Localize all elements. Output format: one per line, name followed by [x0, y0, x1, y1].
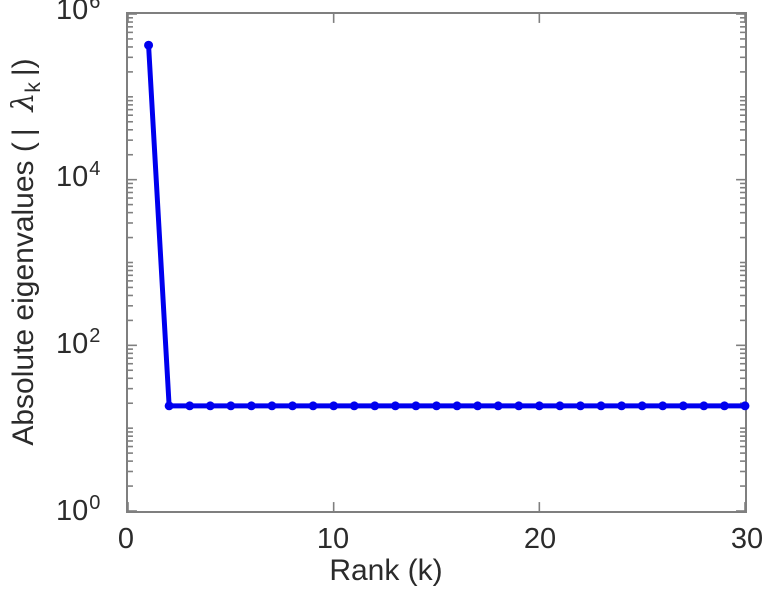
y-tick-label-10e4: 104 [56, 158, 101, 193]
data-point-k24 [617, 401, 627, 411]
y-tick-label-10e6: 106 [56, 0, 101, 26]
data-point-k13 [390, 401, 400, 411]
data-point-k15 [432, 401, 441, 411]
data-point-k12 [370, 401, 380, 411]
data-point-k18 [493, 401, 503, 411]
data-point-k21 [555, 401, 565, 411]
data-point-k17 [473, 401, 483, 411]
data-point-k20 [534, 401, 544, 411]
data-point-k3 [185, 401, 195, 411]
y-axis-title: Absolute eigenvalues ( | λk |) [4, 0, 45, 512]
x-tick-label-20: 20 [523, 523, 557, 555]
plot-area [126, 12, 750, 513]
data-point-k28 [699, 401, 709, 411]
data-point-k25 [637, 401, 647, 411]
y-axis-title-text: Absolute eigenvalues ( | λk |) [6, 58, 45, 446]
data-point-k22 [575, 401, 585, 411]
data-point-k30 [740, 401, 750, 411]
data-point-k29 [719, 401, 729, 411]
data-point-k10 [329, 401, 339, 411]
series-markers-absolute-eigenvalues [144, 40, 750, 411]
data-point-k19 [514, 401, 524, 411]
data-point-k9 [308, 401, 318, 411]
x-axis-title: Rank (k) [329, 554, 443, 587]
y-tick-label-10e0: 100 [56, 492, 101, 527]
data-point-k5 [226, 401, 236, 411]
axis-tick-marks [127, 13, 746, 512]
x-tick-label-10: 10 [316, 523, 350, 555]
series-line-absolute-eigenvalues [146, 45, 745, 409]
data-layer [127, 13, 750, 512]
data-point-k2 [164, 401, 174, 411]
data-point-k1 [144, 40, 154, 50]
data-point-k27 [678, 401, 688, 411]
data-point-k8 [288, 401, 298, 411]
y-tick-label-10e2: 102 [56, 325, 101, 360]
data-point-k14 [411, 401, 421, 411]
x-tick-label-30: 30 [730, 523, 764, 555]
data-point-k16 [452, 401, 462, 411]
x-tick-label-0: 0 [117, 523, 135, 555]
data-point-k7 [267, 401, 277, 411]
data-point-k4 [205, 401, 215, 411]
data-point-k23 [596, 401, 606, 411]
data-point-k11 [349, 401, 359, 411]
data-point-k6 [246, 401, 256, 411]
data-point-k26 [658, 401, 668, 411]
